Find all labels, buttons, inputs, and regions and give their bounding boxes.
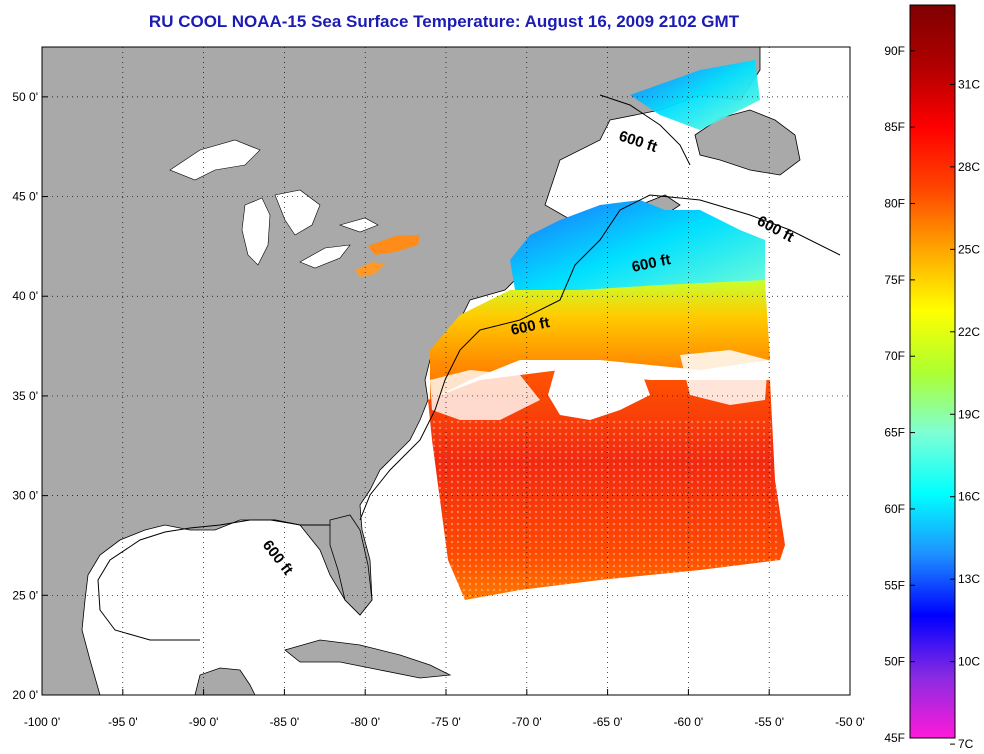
lon-tick-label: -100 0' <box>24 715 60 729</box>
sst-gulf-of-maine <box>510 200 765 300</box>
depth-contour-600ft <box>97 194 841 641</box>
colorbar-c-label: 19C <box>958 407 980 421</box>
colorbar-gradient <box>909 4 956 739</box>
lon-tick-label: -65 0' <box>593 715 623 729</box>
colorbar-f-label: 65F <box>884 426 905 440</box>
depth-contour-north <box>599 94 691 166</box>
colorbar-fahrenheit-labels: 90F 85F 80F 75F 70F 65F 60F 55F 50F 45F <box>884 44 915 745</box>
colorbar-c-label: 22C <box>958 325 980 339</box>
sst-gulf-of-st-lawrence <box>630 60 760 130</box>
colorbar-c-label: 10C <box>958 655 980 669</box>
lat-tick-label: 25 0' <box>12 588 38 602</box>
lon-tick-label: -80 0' <box>350 715 380 729</box>
grid-lines <box>41 47 851 696</box>
map-title: RU COOL NOAA-15 Sea Surface Temperature:… <box>148 12 740 31</box>
colorbar-c-label: 25C <box>958 242 980 256</box>
colorbar-c-label: 13C <box>958 572 980 586</box>
lat-tick-label: 35 0' <box>12 389 38 403</box>
colorbar-f-label: 55F <box>884 578 905 592</box>
land-north-america <box>42 47 761 695</box>
colorbar-c-label: 31C <box>958 77 980 91</box>
land-cuba <box>284 639 452 679</box>
colorbar-c-label: 16C <box>958 490 980 504</box>
lake-erie <box>299 244 351 269</box>
lake-michigan <box>241 197 271 266</box>
lon-tick-label: -85 0' <box>270 715 300 729</box>
lon-tick-label: -50 0' <box>835 715 865 729</box>
plot-frame <box>41 46 851 696</box>
colorbar-f-label: 80F <box>884 197 905 211</box>
lake-huron <box>274 189 321 236</box>
land-newfoundland <box>694 109 801 176</box>
land-florida <box>329 514 373 616</box>
lon-tick-label: -90 0' <box>189 715 219 729</box>
cloud-texture <box>430 420 780 600</box>
lat-tick-label: 40 0' <box>12 289 38 303</box>
sst-mid-atlantic <box>430 280 770 400</box>
lon-tick-label: -55 0' <box>754 715 784 729</box>
lake-sst-erie <box>355 262 385 277</box>
colorbar-c-label: 28C <box>958 160 980 174</box>
longitude-axis: -100 0' -95 0' -90 0' -85 0' -80 0' -75 0' -70… <box>24 715 865 729</box>
colorbar-f-label: 75F <box>884 273 905 287</box>
colorbar-f-label: 90F <box>884 44 905 58</box>
colorbar-f-label: 60F <box>884 502 905 516</box>
colorbar-c-label: 7C <box>958 737 974 751</box>
lon-tick-label: -75 0' <box>431 715 461 729</box>
lat-tick-label: 50 0' <box>12 90 38 104</box>
lat-tick-label: 20 0' <box>12 688 38 702</box>
lat-tick-label: 30 0' <box>12 489 38 503</box>
lake-sst-ontario <box>368 235 420 255</box>
latitude-axis: 50 0' 45 0' 40 0' 35 0' 30 0' 25 0' 20 0' <box>12 90 38 702</box>
cloud-gap-2 <box>680 350 768 405</box>
colorbar-f-label: 50F <box>884 655 905 669</box>
colorbar-f-label: 85F <box>884 120 905 134</box>
cloud-gap-1 <box>548 362 650 420</box>
lon-tick-label: -95 0' <box>108 715 138 729</box>
lat-tick-label: 45 0' <box>12 190 38 204</box>
lake-ontario <box>339 217 379 233</box>
colorbar-f-label: 45F <box>884 731 905 745</box>
lon-tick-label: -60 0' <box>674 715 704 729</box>
land-yucatan <box>194 667 256 695</box>
colorbar-celsius-labels: 31C 28C 25C 22C 19C 16C 13C 10C 7C <box>950 77 980 751</box>
lake-superior <box>169 139 261 181</box>
cloud-gap-3 <box>430 370 540 420</box>
colorbar-f-label: 70F <box>884 349 905 363</box>
lon-tick-label: -70 0' <box>512 715 542 729</box>
